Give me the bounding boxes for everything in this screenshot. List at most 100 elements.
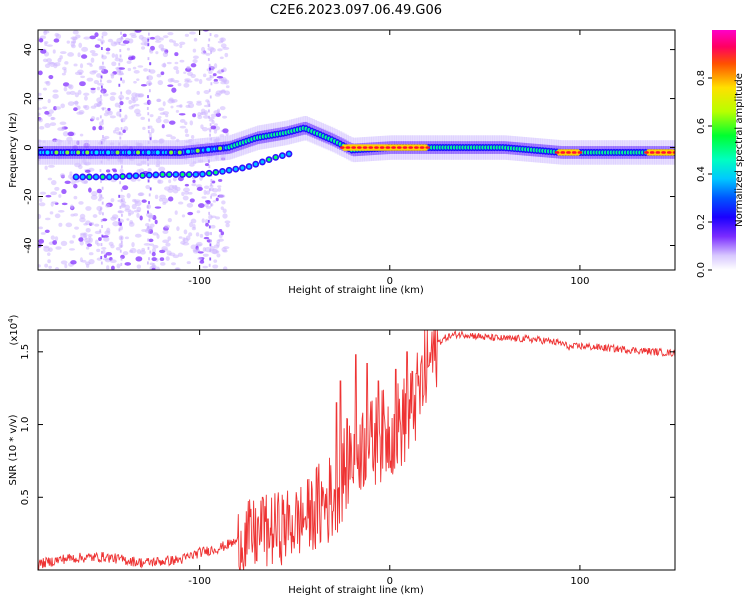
noise-speckle [196,186,203,191]
noise-speckle [221,200,226,205]
noise-speckle [140,84,147,87]
noise-streak [147,38,150,42]
secondary-trace-blob-core [260,160,265,164]
noise-streak [100,219,103,223]
noise-speckle [156,73,162,78]
noise-speckle [59,173,66,178]
noise-speckle [216,75,224,79]
noise-speckle [51,201,58,204]
noise-speckle [168,120,176,125]
colorbar-tick-label: 0.2 [696,214,707,230]
noise-speckle [219,106,226,111]
noise-speckle [208,214,213,220]
noise-streak [120,257,123,261]
noise-speckle [133,209,141,213]
noise-speckle [192,224,196,229]
chart-title: C2E6.2023.097.06.49.G06 [270,3,442,18]
noise-speckle [58,210,65,213]
colorbar-tick-label: 0.6 [696,118,707,134]
noise-speckle [183,229,188,235]
noise-streak [99,94,102,98]
noise-speckle [118,67,126,70]
noise-speckle [96,242,101,247]
noise-streak [118,83,121,87]
noise-speckle [38,264,41,268]
noise-streak [147,246,150,250]
noise-speckle [61,72,66,76]
noise-streak [210,195,212,199]
noise-speckle [55,33,62,40]
noise-speckle [170,136,176,140]
noise-speckle [205,222,209,227]
noise-speckle [85,246,90,250]
noise-speckle [171,87,177,93]
noise-speckle [46,58,52,63]
noise-speckle [44,63,51,68]
noise-speckle [80,75,85,79]
high-amplitude-mark [402,146,408,149]
noise-streak [118,218,121,222]
noise-speckle [64,61,69,65]
noise-speckle [192,55,199,59]
noise-speckle [167,236,172,241]
noise-speckle [183,82,190,88]
noise-speckle [192,249,197,252]
noise-streak [119,181,122,185]
noise-speckle [171,98,178,103]
noise-speckle [187,211,194,216]
noise-speckle [156,98,162,103]
noise-speckle [204,231,210,237]
noise-speckle [109,259,117,263]
noise-speckle [162,239,170,244]
noise-speckle [205,99,210,103]
noise-speckle [161,124,165,129]
noise-speckle [211,120,215,125]
noise-speckle [96,73,102,78]
noise-streak [120,91,123,95]
noise-speckle [186,202,194,208]
noise-streak [208,103,211,107]
noise-speckle [91,190,98,197]
noise-speckle [49,122,57,127]
noise-streak [148,69,151,73]
noise-speckle [50,191,58,196]
noise-streak [119,136,122,140]
noise-speckle [110,41,118,47]
noise-speckle [150,127,155,134]
noise-speckle [114,127,120,132]
noise-streak [147,179,150,183]
secondary-trace-blob-core [100,175,105,179]
primary-trace-blob-core [65,150,70,155]
noise-speckle [88,187,92,193]
noise-streak [120,222,122,226]
noise-speckle [122,185,129,191]
noise-speckle [140,116,145,121]
noise-speckle [83,92,90,96]
noise-speckle [159,194,167,200]
noise-speckle [184,183,189,187]
noise-speckle [84,169,91,173]
noise-speckle [202,253,209,257]
noise-speckle [176,226,180,232]
noise-streak [99,115,102,119]
high-amplitude-mark [339,146,345,149]
noise-speckle [82,105,87,109]
noise-speckle [183,187,190,193]
secondary-trace-blob-core [180,172,185,177]
noise-streak [99,229,102,233]
noise-speckle [117,210,123,214]
noise-speckle [216,242,220,247]
noise-speckle [94,32,99,38]
noise-streak [120,165,123,169]
noise-speckle [216,108,221,113]
secondary-trace-blob-core [87,175,92,179]
noise-streak [148,193,151,197]
noise-streak [101,41,104,45]
noise-speckle [210,193,218,197]
noise-streak [209,133,211,137]
noise-speckle [151,247,157,253]
noise-speckle [143,243,151,246]
noise-speckle [154,194,159,200]
noise-speckle [45,194,52,198]
noise-speckle [165,134,173,138]
